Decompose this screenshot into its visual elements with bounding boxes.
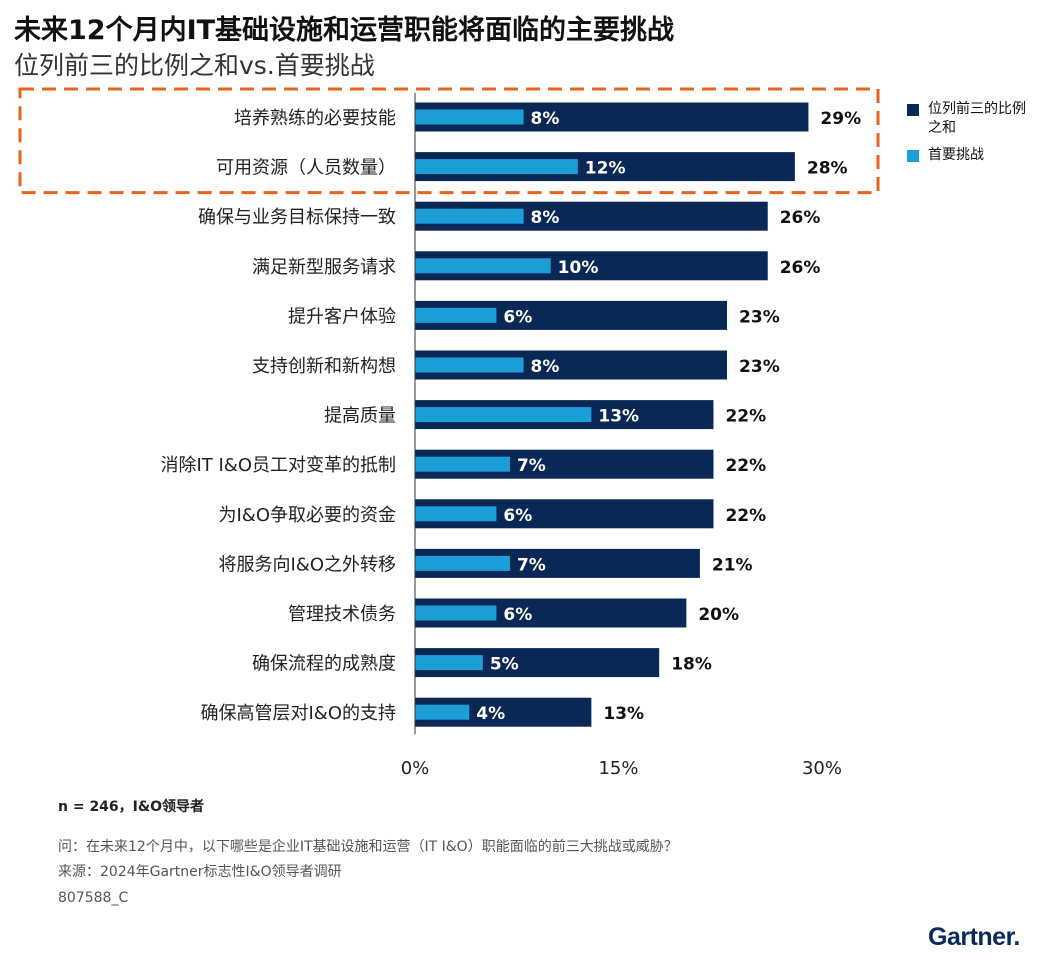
bar-top [415, 605, 497, 621]
legend-swatch-total [907, 104, 919, 116]
bar-top [415, 506, 497, 522]
data-label-total: 22% [725, 506, 766, 526]
data-label-total: 18% [671, 655, 712, 675]
data-label-top: 6% [503, 605, 532, 625]
sample-size-note: n = 246，I&O领导者 [58, 799, 204, 815]
data-label-top: 7% [517, 555, 546, 575]
bar-top [415, 456, 510, 472]
legend-swatch-top [907, 150, 919, 162]
data-label-total: 20% [698, 605, 739, 625]
x-tick-label: 15% [598, 758, 638, 779]
data-label-total: 26% [780, 208, 821, 228]
data-label-top: 6% [503, 307, 532, 327]
category-label: 满足新型服务请求 [252, 257, 396, 278]
category-label: 将服务向I&O之外转移 [218, 554, 396, 575]
bar-top [415, 307, 497, 323]
data-label-total: 13% [603, 704, 644, 724]
survey-question: 问：在未来12个月中，以下哪些是企业IT基础设施和运营（IT I&O）职能面临的… [58, 839, 678, 855]
data-label-total: 28% [807, 159, 848, 179]
data-label-top: 10% [558, 258, 599, 278]
gartner-logo: Gartner. [928, 923, 1020, 951]
data-label-total: 26% [780, 258, 821, 278]
data-label-total: 23% [739, 357, 780, 377]
legend-label-total: 位列前三的比例之和 [928, 101, 1026, 136]
data-label-top: 12% [585, 159, 626, 179]
highlight-box [18, 87, 880, 195]
category-label: 确保与业务目标保持一致 [198, 207, 396, 228]
x-tick-label: 30% [802, 758, 842, 779]
bar-top [415, 407, 592, 423]
data-label-top: 8% [531, 208, 560, 228]
data-label-top: 8% [531, 109, 560, 129]
bar-top [415, 704, 470, 720]
page-subtitle: 位列前三的比例之和vs.首要挑战 [14, 51, 375, 80]
data-label-total: 22% [725, 456, 766, 476]
bar-top [415, 655, 483, 671]
data-label-top: 5% [490, 655, 519, 675]
x-tick-label: 0% [401, 758, 430, 779]
category-label: 提高质量 [324, 406, 396, 427]
legend-label-top: 首要挑战 [928, 147, 984, 163]
data-label-total: 22% [725, 407, 766, 427]
data-label-top: 8% [531, 357, 560, 377]
category-label: 为I&O争取必要的资金 [218, 505, 396, 526]
source-note: 来源：2024年Gartner标志性I&O领导者调研 [58, 864, 342, 880]
category-label: 提升客户体验 [288, 306, 396, 327]
data-label-top: 6% [503, 506, 532, 526]
page-title: 未来12个月内IT基础设施和运营职能将面临的主要挑战 [14, 15, 675, 46]
data-label-top: 13% [598, 407, 639, 427]
bar-top [415, 555, 510, 571]
bar-top [415, 109, 524, 125]
bar-top [415, 208, 524, 224]
category-label: 管理技术债务 [288, 604, 396, 625]
data-label-total: 21% [712, 555, 753, 575]
data-label-top: 7% [517, 456, 546, 476]
category-label: 支持创新和新构想 [252, 356, 396, 377]
data-label-total: 29% [820, 109, 861, 129]
category-label: 消除IT I&O员工对变革的抵制 [160, 455, 396, 476]
category-label: 确保流程的成熟度 [252, 654, 396, 675]
figure-code: 807588_C [58, 890, 129, 906]
category-label: 确保高管层对I&O的支持 [200, 703, 396, 724]
data-label-top: 4% [476, 704, 505, 724]
bar-top [415, 258, 551, 274]
category-label: 培养熟练的必要技能 [234, 108, 396, 129]
bar-top [415, 159, 578, 175]
bar-top [415, 357, 524, 373]
category-label: 可用资源（人员数量） [216, 158, 396, 179]
data-label-total: 23% [739, 307, 780, 327]
